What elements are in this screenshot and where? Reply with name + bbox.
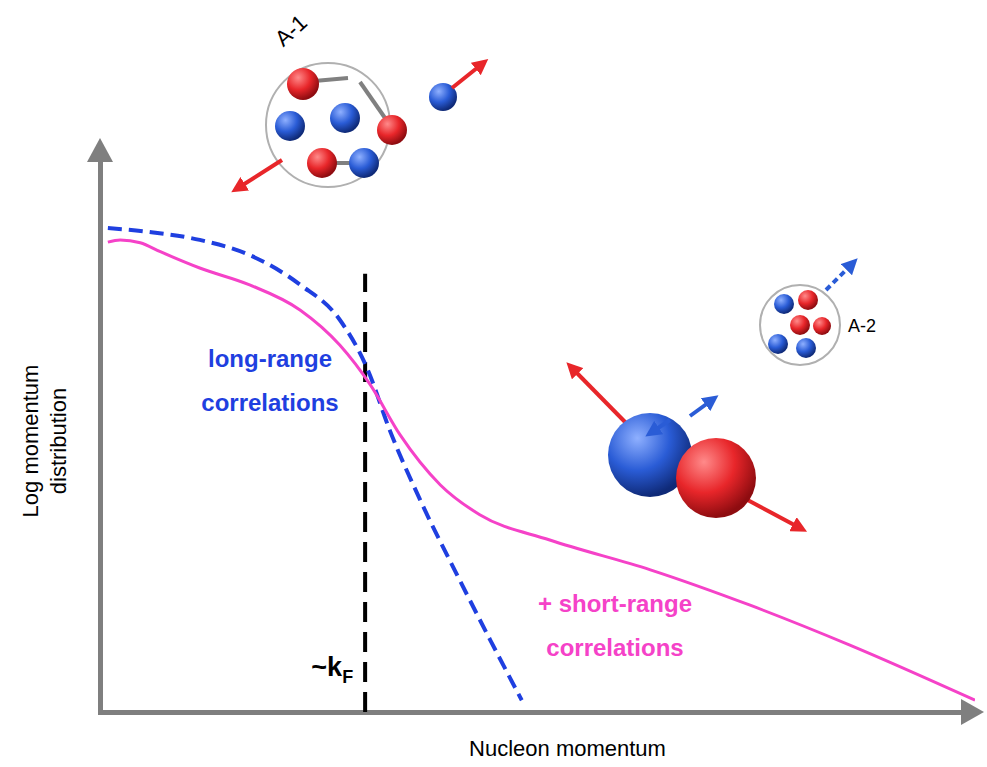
cluster-label: A-2 <box>848 316 876 336</box>
series-label: + short-rangecorrelations <box>538 590 692 661</box>
arrow <box>742 497 800 528</box>
annotation-subscript: F <box>342 667 353 687</box>
x-axis-title: Nucleon momentum <box>469 736 666 761</box>
cluster-label: A-1 <box>270 10 312 51</box>
annotation: ~kF <box>311 652 353 687</box>
series-label: long-rangecorrelations <box>201 345 338 416</box>
nucleon <box>275 111 305 141</box>
nucleon <box>287 68 319 100</box>
plot-area <box>108 228 975 700</box>
nucleon <box>813 317 831 335</box>
nucleon <box>349 148 379 178</box>
annotation-text: ~k <box>311 652 343 682</box>
nucleon <box>330 103 360 133</box>
arrow <box>452 64 482 88</box>
nucleon <box>768 334 788 354</box>
nucleon <box>774 294 794 314</box>
nucleus-outline <box>760 285 840 365</box>
y-axis-arrow <box>87 138 113 162</box>
nucleon <box>790 315 810 335</box>
nucleon <box>307 148 337 178</box>
illustration <box>238 63 852 528</box>
arrow <box>690 400 712 416</box>
axis-line <box>98 151 103 713</box>
x-axis <box>101 712 976 713</box>
arrow <box>652 420 670 432</box>
arrow <box>572 368 628 425</box>
nucleus-a-2 <box>760 264 852 365</box>
nucleus-outline <box>266 63 390 187</box>
nucleon <box>798 290 818 310</box>
arrow <box>826 264 852 290</box>
x-axis-arrow <box>961 699 984 725</box>
reference-line <box>363 274 367 712</box>
arrow <box>238 160 282 188</box>
nucleon <box>796 338 816 358</box>
nucleus-a-1 <box>238 63 407 188</box>
series-line <box>108 228 522 700</box>
nucleon <box>377 115 407 145</box>
y-axis-title: Log momentumdistribution <box>18 365 71 518</box>
series-line <box>108 240 975 700</box>
axis-line <box>101 710 976 715</box>
nucleon <box>676 438 756 518</box>
y-axis <box>100 151 101 713</box>
chart: Nucleon momentum Log momentumdistribution… <box>0 0 987 767</box>
